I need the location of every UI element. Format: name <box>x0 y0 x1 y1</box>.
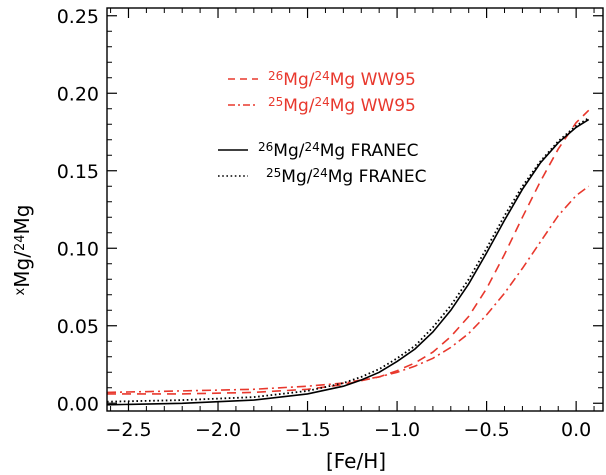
legend-superscript: 24 <box>314 69 329 83</box>
legend-superscript: 26 <box>258 140 273 154</box>
x-tick-label: 0.0 <box>561 419 591 441</box>
x-tick-label: −1.5 <box>284 419 330 441</box>
legend-label-1: 26Mg/24Mg WW95 <box>268 69 416 90</box>
x-tick-label: −0.5 <box>464 419 510 441</box>
series-line-1 <box>107 109 590 395</box>
x-tick-label: −2.0 <box>195 419 241 441</box>
series-line-2 <box>107 185 590 394</box>
legend-text: Mg/ <box>273 141 304 161</box>
legend-superscript: 24 <box>314 95 329 109</box>
legend-superscript: 25 <box>266 166 281 180</box>
y-label-sup-1: x <box>13 287 28 295</box>
legend-label-4: 25Mg/24Mg FRANEC <box>266 166 426 187</box>
y-tick-label: 0.15 <box>57 161 99 183</box>
series-layer <box>107 109 590 406</box>
legend-text: Mg WW95 <box>330 70 416 90</box>
plot-frame <box>106 7 604 412</box>
legend-label-2: 25Mg/24Mg WW95 <box>268 95 416 116</box>
x-axis-label: [Fe/H] <box>326 449 386 473</box>
y-label-text-1: Mg/ <box>10 251 34 288</box>
y-tick-label: 0.25 <box>57 6 99 28</box>
legend-text: Mg WW95 <box>330 96 416 116</box>
legend-superscript: 24 <box>304 140 319 154</box>
y-tick-label: 0.05 <box>57 316 99 338</box>
y-label-text-2: Mg <box>10 205 34 235</box>
y-label-sup-2: 24 <box>13 235 28 252</box>
y-tick-label: 0.00 <box>57 393 99 415</box>
legend-text: Mg/ <box>283 70 314 90</box>
legend-text: Mg FRANEC <box>328 167 427 187</box>
series-line-3 <box>107 118 590 406</box>
series-line-4 <box>107 117 590 403</box>
y-tick-label: 0.10 <box>57 238 99 260</box>
y-tick-label: 0.20 <box>57 83 99 105</box>
legend-superscript: 24 <box>312 166 327 180</box>
legend-superscript: 26 <box>268 69 283 83</box>
ticks-layer: −2.5 −2.0 −1.5 −1.0 −0.5 0.0 0.00 0.05 0.10 0.15 0… <box>57 6 603 441</box>
legend-superscript: 25 <box>268 95 283 109</box>
y-axis-label: xMg/24Mg <box>10 205 34 296</box>
x-tick-label: −1.0 <box>374 419 420 441</box>
legend-label-3: 26Mg/24Mg FRANEC <box>258 140 418 161</box>
axes-layer <box>106 7 604 412</box>
legend-text: Mg FRANEC <box>320 141 419 161</box>
x-tick-label: −2.5 <box>105 419 151 441</box>
legend-text: Mg/ <box>283 96 314 116</box>
legend-text: Mg/ <box>281 167 312 187</box>
